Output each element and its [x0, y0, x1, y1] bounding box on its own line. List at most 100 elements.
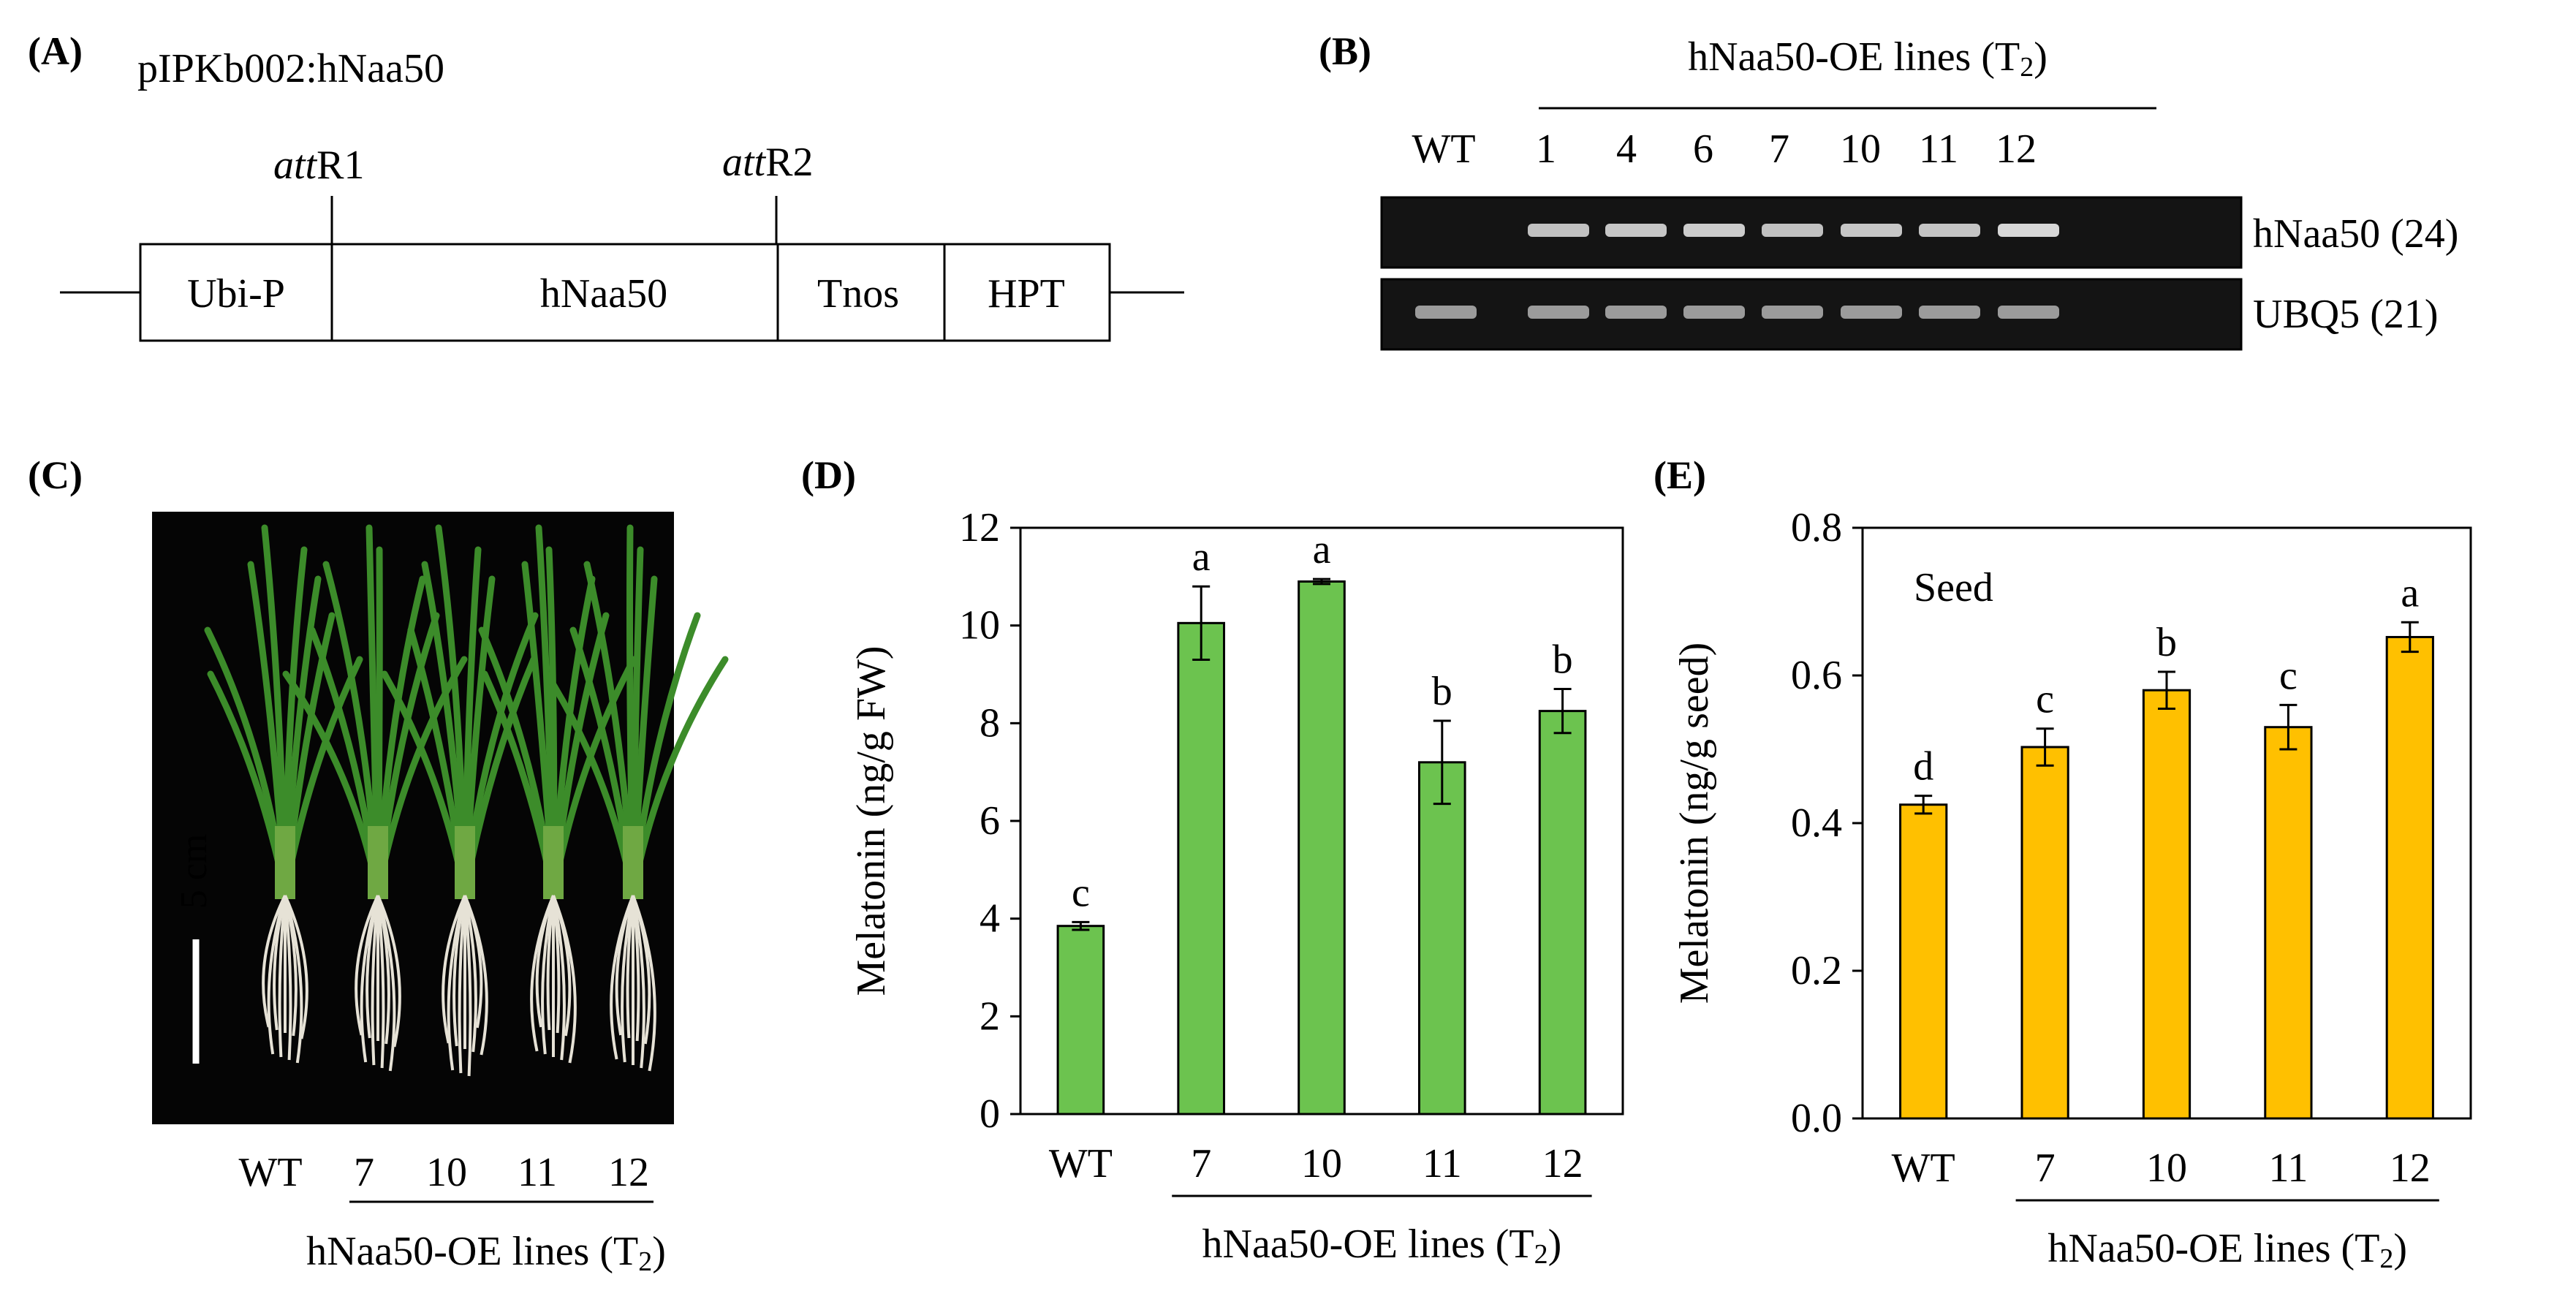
panel-e-letter: (E) — [1653, 453, 1706, 497]
gel-lane-label: 11 — [1919, 126, 1958, 172]
gel-band-ubq5 — [1998, 306, 2059, 319]
gel-band-ubq5 — [1762, 306, 1823, 319]
gel-band-hnaa50 — [1998, 224, 2059, 237]
panel-a: (A) pIPKb002:hNaa50 Ubi-P hNaa50 Tnos HP… — [28, 29, 1184, 342]
construct-title: pIPKb002:hNaa50 — [137, 46, 444, 91]
hnaa50-box — [330, 243, 779, 342]
panel-e: (E) 0.0 0.2 0.4 0.6 0.8 Melatonin (ng/g seed)… — [1653, 453, 2472, 1274]
gel-band-ubq5 — [1841, 306, 1902, 319]
gel-band-ubq5 — [1415, 306, 1477, 319]
gel-band-hnaa50 — [1683, 224, 1745, 237]
y-tick-label: 10 — [959, 603, 1000, 648]
photo-lane-label: 10 — [426, 1150, 467, 1195]
rice-root — [546, 895, 555, 1031]
gel-label-ubq5: UBQ5 (21) — [2253, 292, 2439, 337]
photo-lane-label: WT — [238, 1150, 302, 1195]
rice-root — [615, 895, 634, 1036]
significance-letter: d — [1913, 744, 1933, 789]
gel-band-ubq5 — [1605, 306, 1667, 319]
gel-lane-label: 4 — [1616, 126, 1637, 172]
x-tick-label: 7 — [2035, 1145, 2056, 1191]
y-axis-label: Melatonin (ng/g FW) — [849, 645, 894, 996]
gel-lane-label: 7 — [1769, 126, 1789, 172]
y-tick-label: 0.4 — [1791, 800, 1842, 846]
panel-d-letter: (D) — [801, 453, 856, 497]
rice-root — [452, 895, 466, 1047]
gel-lane-labels: WT 1 4 6 7 10 11 12 — [1412, 126, 2037, 172]
panel-b: (B) hNaa50-OE lines (T2) WT 1 4 6 7 10 11 12 hN… — [1319, 29, 2458, 351]
significance-letter: b — [1432, 669, 1452, 714]
att-r1-label: attR1 — [273, 143, 364, 188]
y-tick-label: 6 — [980, 798, 1000, 844]
y-tick-label: 2 — [980, 993, 1000, 1039]
bar — [1177, 621, 1226, 1116]
significance-letter: b — [2156, 620, 2177, 665]
rice-root — [621, 895, 634, 1063]
rice-root — [632, 895, 656, 1072]
y-tick-label: 0.0 — [1791, 1096, 1842, 1141]
rice-root — [284, 895, 292, 1061]
rice-root — [626, 895, 634, 1039]
x-tick-label: 11 — [2268, 1145, 2308, 1191]
photo-group-label: hNaa50-OE lines (T2) — [306, 1229, 666, 1277]
rice-root — [355, 895, 379, 1036]
x-tick-label: WT — [1892, 1145, 1955, 1191]
rice-root — [552, 895, 566, 1061]
ubi-p-label: Ubi-P — [187, 271, 285, 317]
gel-lane-label: 10 — [1840, 126, 1881, 172]
y-tick-label: 0 — [980, 1091, 1000, 1137]
y-tick-label: 0.6 — [1791, 653, 1842, 698]
hpt-label: HPT — [988, 271, 1065, 317]
rice-root — [376, 895, 401, 1048]
significance-letter: c — [2279, 653, 2297, 698]
significance-letter: c — [2036, 677, 2054, 722]
tnos-box — [776, 243, 946, 342]
gel-label-hnaa50: hNaa50 (24) — [2253, 211, 2458, 257]
rice-stem — [455, 826, 475, 899]
y-tick-label: 4 — [980, 896, 1000, 942]
panel-d: (D) 0 2 4 6 8 10 12 Melatonin (ng/g FW) c WT a 7 a 10… — [801, 453, 1624, 1270]
gel-band-hnaa50 — [1605, 224, 1667, 237]
significance-letter: a — [1313, 527, 1331, 572]
rice-root — [463, 895, 477, 1053]
rice-root — [273, 895, 287, 1031]
rice-root — [632, 895, 645, 1069]
photo-lane-labels: WT 7 10 11 12 — [238, 1150, 649, 1195]
hnaa50-box-label: hNaa50 — [540, 271, 667, 317]
photo-lane-label: 7 — [354, 1150, 374, 1195]
rice-root — [376, 895, 385, 1069]
bar — [2020, 746, 2069, 1120]
bar — [1417, 761, 1466, 1116]
rice-root — [376, 895, 396, 1072]
rice-stem — [543, 826, 564, 899]
x-tick-label: 10 — [1301, 1141, 1342, 1186]
rice-root — [371, 895, 379, 1066]
bar — [1538, 710, 1587, 1116]
rice-root — [365, 895, 379, 1039]
gel-band-ubq5 — [1919, 306, 1980, 319]
panel-a-letter: (A) — [28, 29, 83, 73]
tnos-label: Tnos — [817, 271, 899, 317]
gel-band-hnaa50 — [1528, 224, 1589, 237]
significance-letter: a — [1192, 534, 1211, 580]
bar — [2385, 635, 2434, 1120]
x-tick-label: 12 — [1542, 1141, 1583, 1186]
scale-bar-label: 5 cm — [173, 834, 215, 909]
x-group-label: hNaa50-OE lines (T2) — [1202, 1222, 1562, 1270]
rice-root — [552, 895, 577, 1064]
x-tick-label: 12 — [2390, 1145, 2431, 1191]
y-tick-label: 12 — [959, 505, 1000, 550]
gel-lane-label: 12 — [1996, 126, 2037, 172]
y-tick-label: 0.8 — [1791, 505, 1842, 550]
att-r2-label: attR2 — [722, 140, 813, 185]
rice-root — [284, 895, 303, 1064]
bar — [1298, 580, 1346, 1116]
gel-band-hnaa50 — [1919, 224, 1980, 237]
bar — [1056, 925, 1105, 1116]
gel-band-ubq5 — [1528, 306, 1589, 319]
gel-group-label: hNaa50-OE lines (T2) — [1688, 34, 2047, 83]
gel-band-hnaa50 — [1841, 224, 1902, 237]
gel-bands — [1415, 224, 2059, 319]
rice-root — [458, 895, 466, 1074]
